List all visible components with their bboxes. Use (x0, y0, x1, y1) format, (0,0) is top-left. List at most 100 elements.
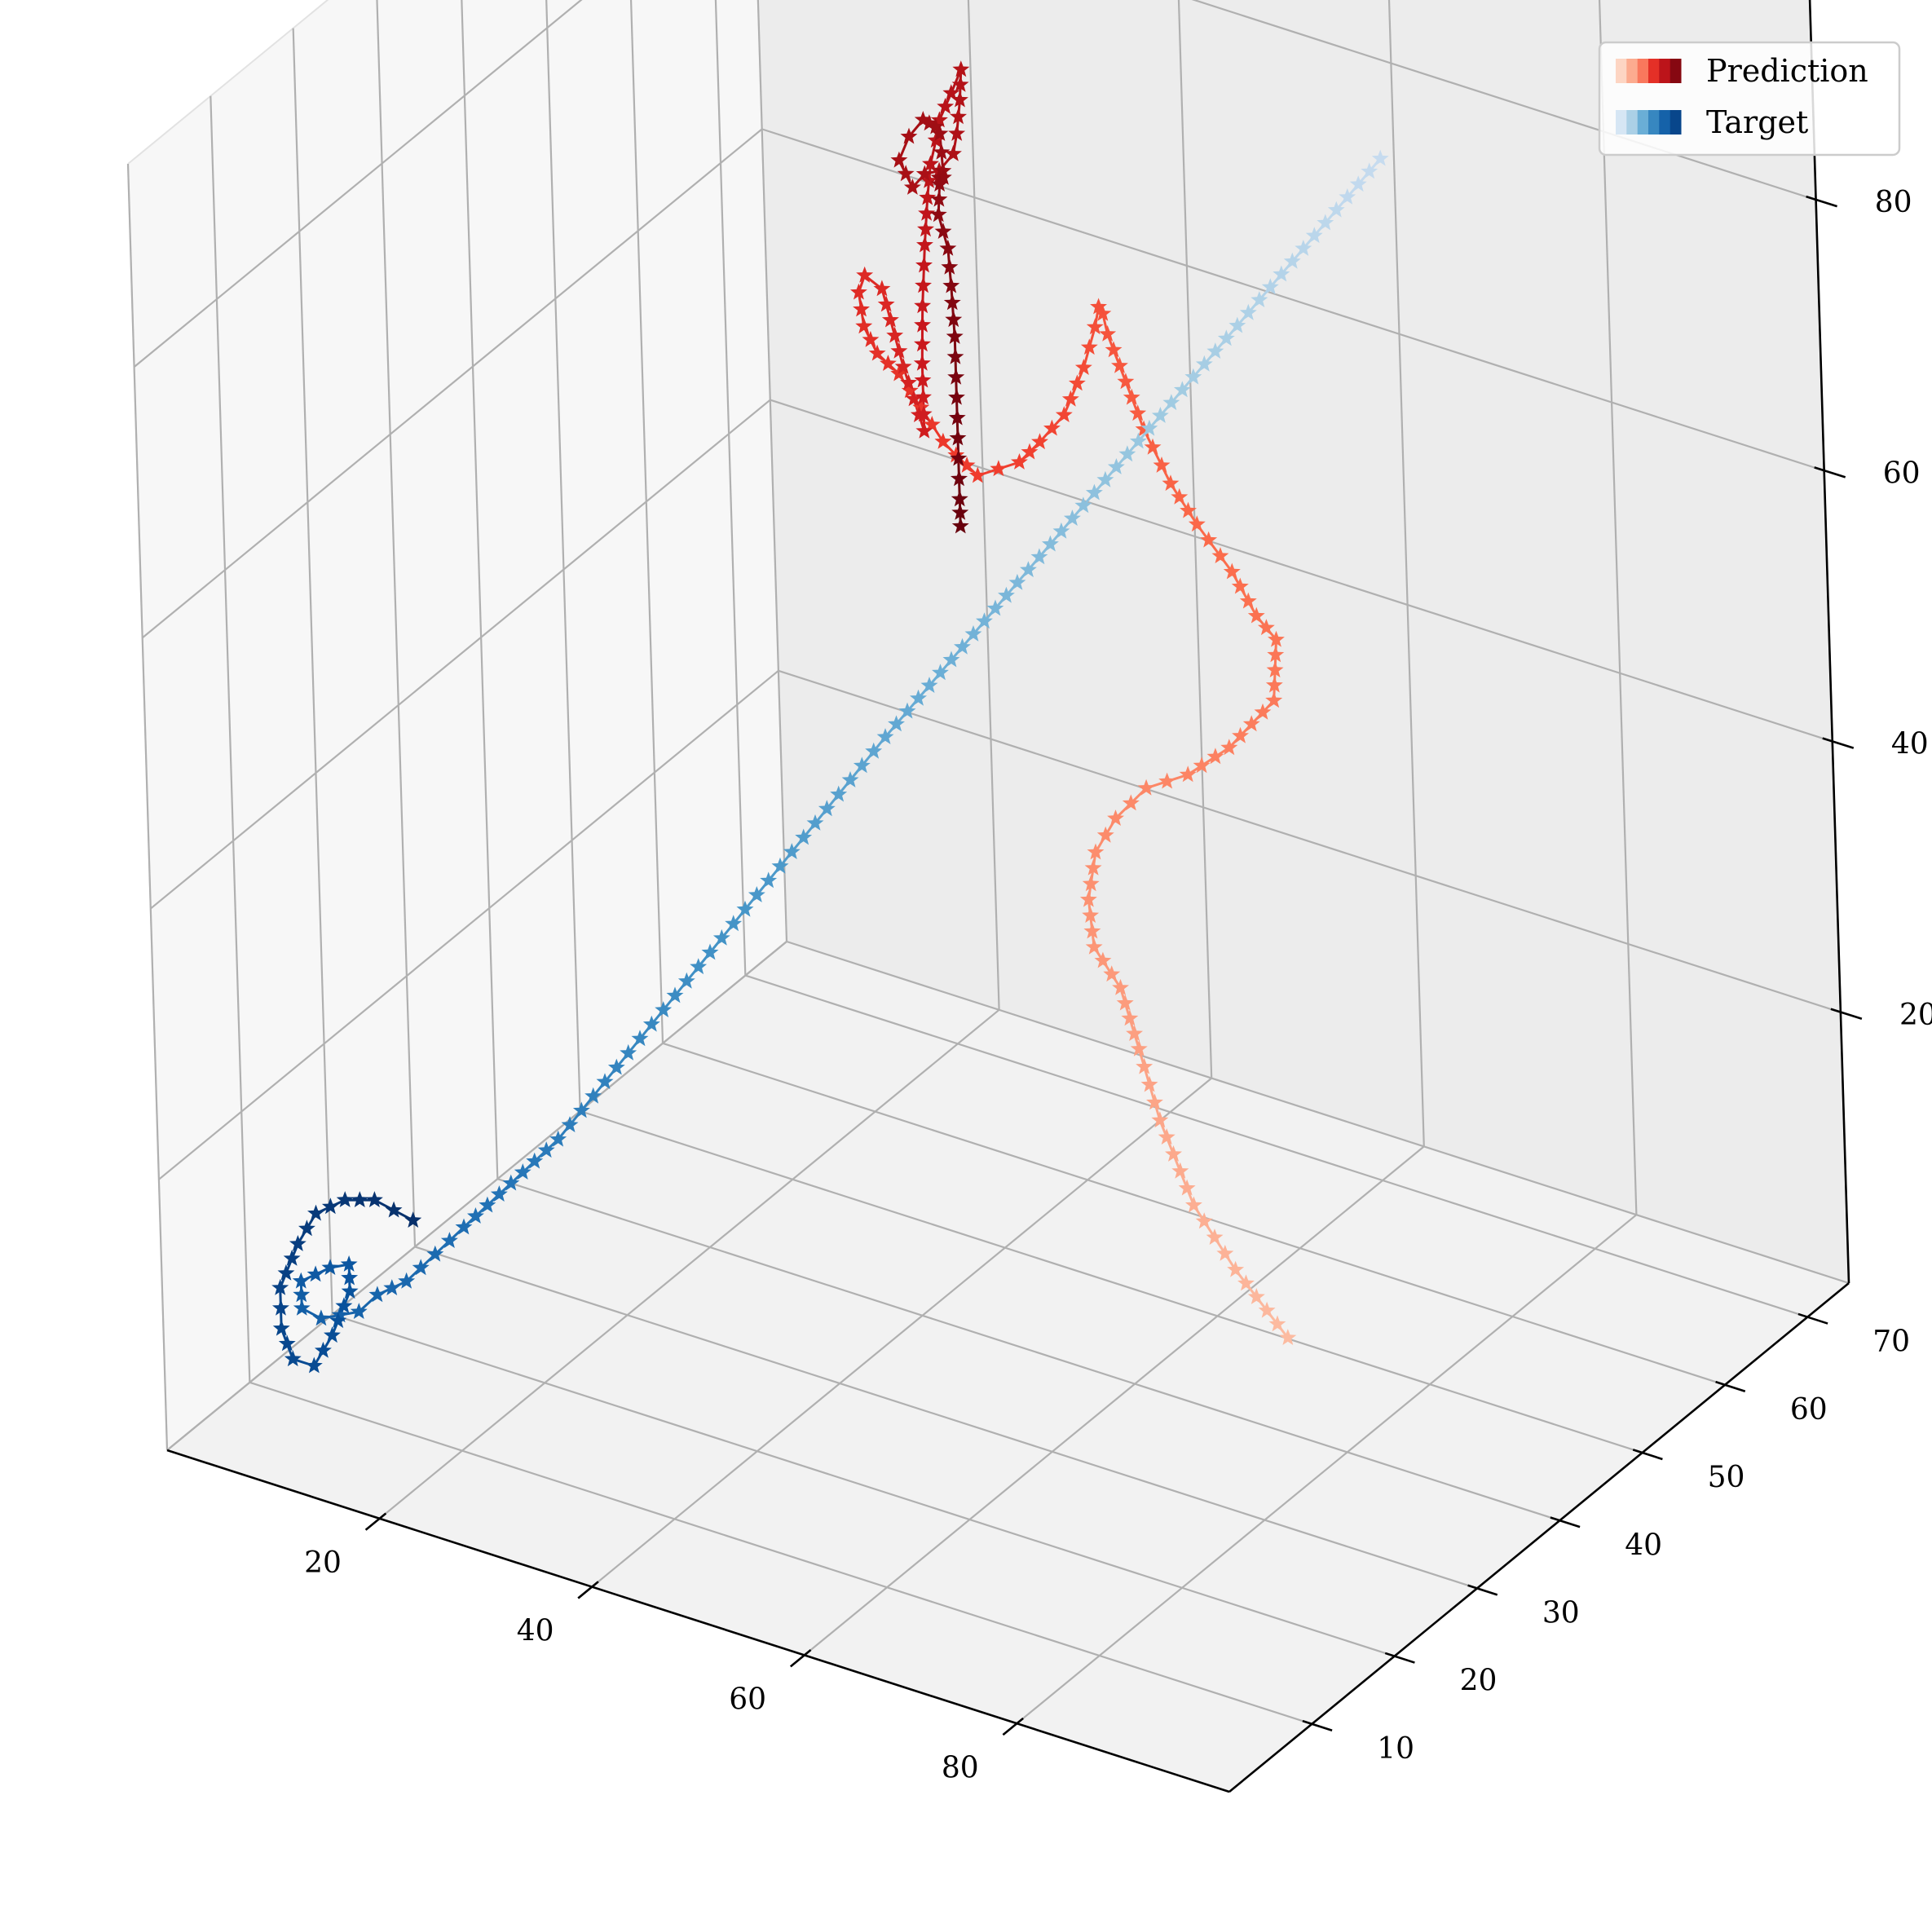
data-point (1361, 162, 1378, 179)
data-point (948, 388, 965, 405)
data-point (876, 728, 894, 744)
data-point (1030, 548, 1048, 565)
data-point (1237, 1274, 1255, 1291)
data-point (1099, 324, 1117, 342)
z-tick-label: 80 (1875, 186, 1912, 219)
data-point (655, 1001, 673, 1017)
data-point (307, 1204, 324, 1221)
y-tick-label: 10 (1377, 1732, 1414, 1766)
y-tick-label: 20 (1460, 1665, 1498, 1698)
grid-lines (126, 0, 1850, 1793)
data-point (701, 943, 719, 960)
data-point (1074, 359, 1092, 375)
data-point (1151, 407, 1169, 423)
data-point (736, 900, 754, 917)
data-point (886, 326, 904, 343)
data-point (1153, 457, 1171, 473)
data-point (1083, 922, 1101, 939)
data-point (1116, 994, 1134, 1011)
data-point (901, 382, 919, 399)
data-point (412, 1259, 430, 1276)
data-point (951, 503, 969, 520)
floor-pane (167, 942, 1849, 1792)
data-point (314, 1341, 332, 1358)
data-point (385, 1201, 403, 1218)
data-point (1265, 676, 1283, 693)
data-point (877, 295, 895, 312)
data-point (927, 117, 945, 135)
legend-swatch-segment (1637, 110, 1649, 135)
data-point (890, 151, 908, 168)
data-point (942, 84, 960, 101)
tick-marks: 20 40 60 80 10 20 30 40 50 60 70 20 40 60 80 (304, 186, 1932, 1784)
data-point (1082, 875, 1100, 892)
data-point (1162, 394, 1180, 411)
y-tick-mark (1302, 1719, 1333, 1731)
grid-line-y (744, 974, 1808, 1318)
data-point (900, 373, 917, 390)
data-point (948, 125, 966, 141)
data-point (490, 1185, 508, 1202)
data-point (1251, 291, 1268, 307)
data-point (365, 1191, 383, 1207)
data-point (341, 1268, 359, 1286)
data-point (1094, 951, 1112, 968)
grid-line-y (292, 28, 333, 1315)
data-point (1084, 858, 1102, 876)
y-tick-mark (1550, 1516, 1581, 1528)
data-point (1085, 483, 1103, 501)
data-point (880, 355, 897, 371)
data-point (942, 276, 960, 293)
data-point (502, 1174, 520, 1191)
data-point (1140, 419, 1158, 436)
grid-line-x (804, 1145, 1425, 1656)
data-point (868, 344, 886, 361)
data-point (1371, 149, 1389, 166)
data-point (951, 517, 969, 534)
data-point (1008, 573, 1026, 590)
data-point (1206, 342, 1224, 359)
data-point (666, 986, 684, 1003)
legend-swatch-segment (1659, 110, 1671, 135)
data-point (951, 90, 968, 108)
grid-line-y (662, 1042, 1726, 1386)
data-point (941, 258, 959, 275)
data-point (912, 399, 930, 416)
data-point (914, 335, 931, 352)
data-point (760, 871, 778, 889)
data-point (976, 612, 993, 629)
data-point (398, 1272, 416, 1289)
data-point (1258, 1301, 1276, 1318)
data-point (1087, 843, 1105, 860)
data-point (1086, 318, 1104, 335)
x-tick-label: 80 (942, 1751, 979, 1784)
data-point (1052, 522, 1070, 539)
data-point (725, 915, 743, 932)
data-point (853, 300, 870, 317)
data-point (336, 1191, 354, 1207)
legend-swatch-segment (1670, 110, 1682, 135)
grid-line-x (378, 1008, 1000, 1520)
data-point (1200, 531, 1218, 548)
data-point (351, 1191, 368, 1207)
data-point (1162, 474, 1180, 492)
grid-line-y (580, 1109, 1643, 1454)
data-point (914, 297, 932, 314)
data-point (1165, 1145, 1182, 1162)
data-point (368, 1286, 386, 1303)
data-point (947, 368, 965, 385)
data-point (350, 1303, 368, 1319)
data-point (920, 114, 938, 131)
data-point (572, 1101, 590, 1118)
data-point (950, 108, 967, 125)
data-point (771, 857, 789, 874)
z-tick-label: 60 (1883, 457, 1921, 490)
data-point (1130, 1039, 1148, 1056)
pane-edge (127, 0, 329, 165)
data-point (1232, 726, 1249, 743)
z-tick-label: 20 (1899, 999, 1932, 1032)
data-point (1227, 1260, 1245, 1277)
data-point (561, 1116, 579, 1132)
data-point (479, 1196, 496, 1213)
grid-line-x (591, 1077, 1212, 1588)
